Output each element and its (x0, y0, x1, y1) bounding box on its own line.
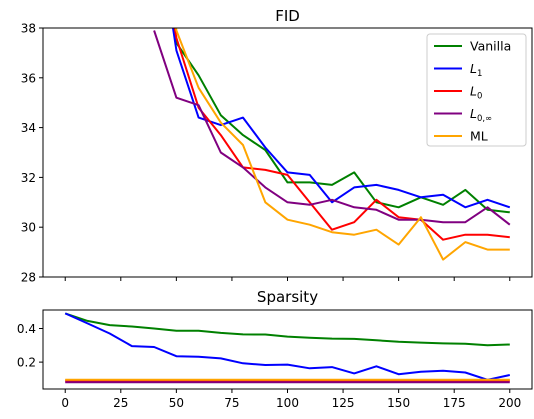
sparsity-title: Sparsity (257, 288, 318, 306)
fid-title: FID (275, 7, 300, 25)
fid-series-line-4 (175, 28, 510, 261)
fid-ytick-label: 30 (21, 221, 36, 235)
sparsity-xtick-label: 75 (224, 396, 239, 410)
fid-ticks: 28 30 32 34 36 38 (21, 22, 511, 285)
legend-label: L0,∞ (470, 106, 492, 124)
fid-chart: FID 28 30 32 34 36 38 Vanilla L1 L0 L0,∞ ML (21, 7, 533, 285)
fid-ytick-label: 36 (21, 71, 36, 85)
fid-series-line-3 (153, 30, 511, 226)
fid-ytick-label: 28 (21, 271, 36, 285)
sparsity-xtick-label: 25 (113, 396, 128, 410)
legend-label: L0 (470, 84, 482, 102)
sparsity-ytick-label: 0.4 (17, 322, 36, 336)
sparsity-xtick-label: 150 (387, 396, 410, 410)
legend-label: Vanilla (470, 39, 511, 54)
fid-series-line-2 (173, 28, 510, 241)
fid-series-line-1 (171, 28, 511, 209)
sparsity-xtick-label: 0 (61, 396, 69, 410)
legend-frame (426, 33, 527, 147)
sparsity-plot-frame (42, 309, 533, 390)
sparsity-xtick-label: 50 (169, 396, 184, 410)
sparsity-xtick-label: 175 (443, 396, 466, 410)
sparsity-series-lines (64, 312, 511, 384)
sparsity-xtick-label: 125 (332, 396, 355, 410)
fid-legend: Vanilla L1 L0 L0,∞ ML (426, 33, 527, 147)
fid-ytick-label: 38 (21, 22, 36, 36)
sparsity-ticks: 0.2 0.4 0 25 50 75 100 125 150 175 200 (17, 322, 521, 410)
fid-ytick-label: 34 (21, 121, 36, 135)
legend-label: ML (470, 129, 488, 144)
sparsity-xtick-label: 200 (498, 396, 521, 410)
fid-ytick-label: 32 (21, 171, 36, 185)
sparsity-xtick-label: 100 (276, 396, 299, 410)
fid-plot-frame (42, 27, 533, 278)
legend-label: L1 (470, 61, 482, 79)
sparsity-series-line-1 (64, 312, 511, 381)
sparsity-chart: Sparsity 0.2 0.4 0 25 50 75 100 125 150 175 200 (17, 288, 533, 410)
sparsity-series-line-0 (64, 312, 510, 347)
fid-series-lines (153, 28, 511, 261)
sparsity-ytick-label: 0.2 (17, 356, 36, 370)
